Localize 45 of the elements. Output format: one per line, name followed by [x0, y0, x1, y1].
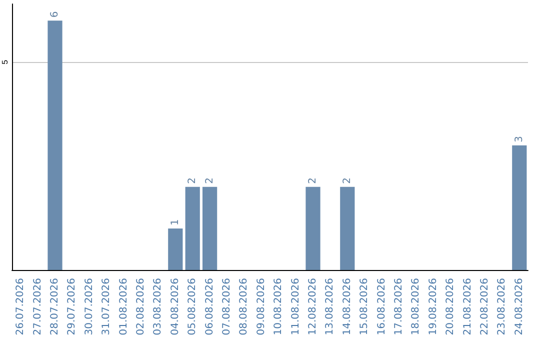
x-tick-label: 19.08.2026 — [428, 278, 439, 336]
x-tick-label: 16.08.2026 — [376, 278, 388, 336]
x-tick-label: 20.08.2026 — [445, 278, 456, 336]
x-tick-label: 09.08.2026 — [256, 278, 267, 336]
y-tick-label: 5 — [0, 59, 10, 64]
bar — [185, 186, 200, 270]
x-tick-label: 30.07.2026 — [84, 278, 95, 336]
x-tick-label: 29.07.2026 — [66, 278, 78, 336]
bar — [48, 20, 62, 270]
x-tick-label: 26.07.2026 — [15, 278, 26, 336]
bar — [512, 145, 527, 270]
x-tick-label: 31.07.2026 — [101, 278, 112, 336]
x-tick-label: 02.08.2026 — [136, 278, 146, 336]
data-label: 2 — [204, 178, 216, 184]
x-tick-label: 18.08.2026 — [410, 278, 422, 336]
x-tick-label: 27.07.2026 — [32, 278, 44, 336]
x-tick-label: 11.08.2026 — [290, 278, 302, 336]
x-tick-label: 07.08.2026 — [222, 278, 232, 336]
x-tick-label: 22.08.2026 — [480, 278, 490, 336]
x-tick-label: 10.08.2026 — [273, 278, 284, 336]
x-tick-label: 06.08.2026 — [204, 278, 216, 336]
x-tick-label: 04.08.2026 — [170, 278, 181, 336]
x-tick-label: 03.08.2026 — [152, 278, 164, 336]
x-tick-label: 08.08.2026 — [238, 278, 250, 336]
data-label: 1 — [170, 219, 181, 226]
x-tick-label: 21.08.2026 — [462, 278, 474, 336]
x-tick-label: 05.08.2026 — [187, 278, 198, 336]
x-tick-label: 17.08.2026 — [394, 278, 404, 336]
x-tick-label: 15.08.2026 — [359, 278, 370, 336]
x-tick-label: 12.08.2026 — [308, 278, 318, 336]
data-label: 2 — [308, 178, 318, 184]
data-label: 6 — [50, 11, 60, 18]
data-label: 2 — [187, 178, 198, 184]
bar — [306, 186, 320, 270]
x-tick-label: 01.08.2026 — [118, 278, 130, 336]
x-tick-label: 23.08.2026 — [496, 278, 508, 336]
x-tick-label: 13.08.2026 — [324, 278, 336, 336]
bar — [202, 186, 218, 270]
bar — [340, 186, 355, 270]
x-tick-label: 14.08.2026 — [342, 278, 353, 336]
x-tick-label: 24.08.2026 — [514, 278, 525, 336]
data-label: 3 — [514, 136, 525, 142]
bar — [168, 228, 183, 270]
data-label: 2 — [342, 178, 353, 184]
x-tick-label: 28.07.2026 — [50, 278, 60, 336]
